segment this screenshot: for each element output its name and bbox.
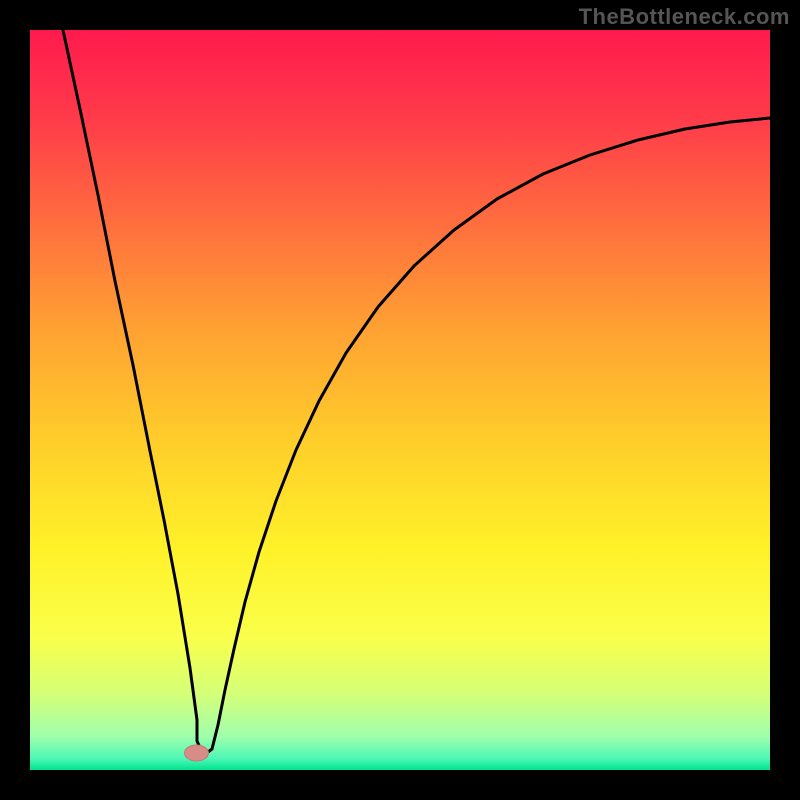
bottleneck-curve [63,30,770,752]
chart-stage: TheBottleneck.com [0,0,800,800]
minimum-marker [185,745,209,761]
watermark-label: TheBottleneck.com [579,4,790,30]
chart-svg [0,0,800,800]
